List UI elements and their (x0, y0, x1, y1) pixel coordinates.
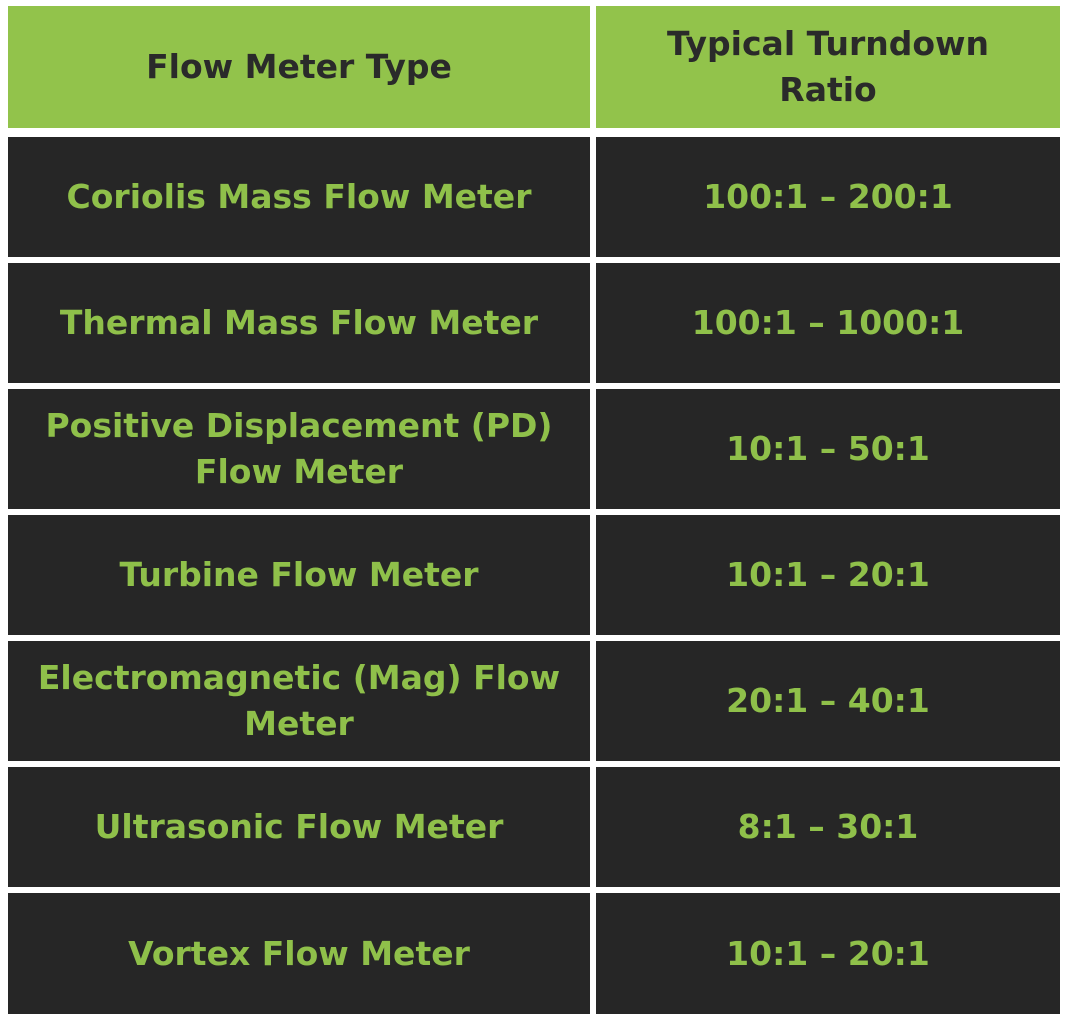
table-row: Vortex Flow Meter 10:1 – 20:1 (8, 893, 1060, 1014)
header-flow-meter-type: Flow Meter Type (8, 6, 590, 128)
table-row: Ultrasonic Flow Meter 8:1 – 30:1 (8, 767, 1060, 887)
flow-meter-type-cell: Thermal Mass Flow Meter (8, 263, 590, 383)
flow-meter-type-cell: Turbine Flow Meter (8, 515, 590, 635)
turndown-ratio-cell: 100:1 – 1000:1 (596, 263, 1060, 383)
header-turndown-ratio-text: Typical Turndown Ratio (666, 24, 990, 109)
flow-meter-type-cell: Coriolis Mass Flow Meter (8, 137, 590, 257)
flow-meter-type-cell: Electromagnetic (Mag) Flow Meter (8, 641, 590, 761)
turndown-ratio-cell: 8:1 – 30:1 (596, 767, 1060, 887)
table-row: Turbine Flow Meter 10:1 – 20:1 (8, 515, 1060, 635)
turndown-ratio-cell: 20:1 – 40:1 (596, 641, 1060, 761)
flow-meter-type-text: Electromagnetic (Mag) Flow Meter (37, 658, 561, 743)
table-row: Coriolis Mass Flow Meter 100:1 – 200:1 (8, 137, 1060, 257)
table-row: Electromagnetic (Mag) Flow Meter 20:1 – … (8, 641, 1060, 761)
flow-meter-type-cell: Ultrasonic Flow Meter (8, 767, 590, 887)
table-row: Thermal Mass Flow Meter 100:1 – 1000:1 (8, 263, 1060, 383)
flow-meter-type-cell: Positive Displacement (PD) Flow Meter (8, 389, 590, 509)
table-row: Positive Displacement (PD) Flow Meter 10… (8, 389, 1060, 509)
turndown-ratio-table: Flow Meter Type Typical Turndown Ratio C… (8, 6, 1060, 1020)
turndown-ratio-cell: 10:1 – 20:1 (596, 893, 1060, 1014)
flow-meter-type-text: Positive Displacement (PD) Flow Meter (45, 406, 553, 491)
turndown-ratio-cell: 10:1 – 50:1 (596, 389, 1060, 509)
turndown-ratio-cell: 100:1 – 200:1 (596, 137, 1060, 257)
table-header-row: Flow Meter Type Typical Turndown Ratio (8, 6, 1060, 128)
header-turndown-ratio: Typical Turndown Ratio (596, 6, 1060, 128)
flow-meter-type-cell: Vortex Flow Meter (8, 893, 590, 1014)
turndown-ratio-cell: 10:1 – 20:1 (596, 515, 1060, 635)
